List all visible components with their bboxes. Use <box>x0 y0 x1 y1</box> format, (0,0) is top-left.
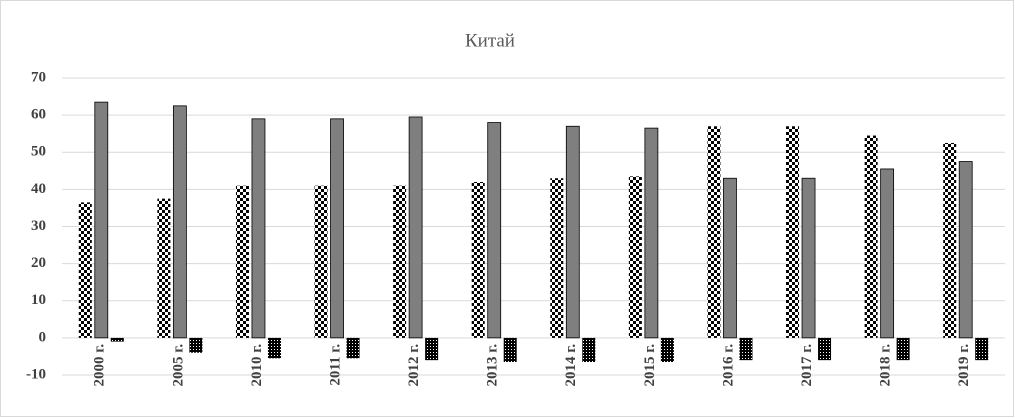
x-tick-label: 2019 г. <box>956 344 972 387</box>
y-tick-label: 60 <box>31 107 46 123</box>
bar <box>550 178 564 338</box>
bar <box>330 118 344 339</box>
chart-title: Китай <box>465 30 515 51</box>
bar <box>487 122 502 339</box>
bar <box>189 337 203 353</box>
bar <box>425 337 439 361</box>
bar <box>628 176 642 338</box>
bar <box>172 105 187 339</box>
bar <box>644 127 659 339</box>
bar <box>786 126 800 338</box>
bar <box>958 161 973 339</box>
bar <box>943 142 957 338</box>
bar <box>251 118 266 339</box>
bar <box>393 185 407 338</box>
bar <box>235 185 249 338</box>
y-tick-label: 20 <box>31 255 46 271</box>
bar <box>110 337 124 342</box>
bar <box>723 177 737 339</box>
x-tick-label: 2016 г. <box>720 344 736 387</box>
bar <box>565 125 580 339</box>
x-tick-label: 2013 г. <box>485 344 501 387</box>
bar <box>94 101 109 339</box>
bar <box>864 135 878 338</box>
y-tick-label: 10 <box>31 292 46 308</box>
bar <box>896 337 910 361</box>
bar <box>975 337 989 361</box>
y-tick-label: -10 <box>26 366 46 382</box>
y-tick-label: 40 <box>31 181 46 197</box>
x-tick-label: 2015 г. <box>642 344 658 387</box>
x-tick-label: 2011 г. <box>327 344 343 386</box>
bar <box>314 185 328 338</box>
y-tick-label: 50 <box>31 144 46 160</box>
bar <box>408 116 423 339</box>
bar <box>78 202 92 338</box>
x-tick-label: 2018 г. <box>878 344 894 387</box>
bar <box>818 337 832 361</box>
x-tick-label: 2012 г. <box>406 344 422 387</box>
x-tick-label: 2010 г. <box>249 344 265 387</box>
bar <box>503 337 517 363</box>
bar <box>471 181 485 338</box>
bar <box>739 337 753 361</box>
bar <box>582 337 596 363</box>
bar <box>707 126 721 338</box>
bar <box>267 337 281 359</box>
bar <box>157 198 171 338</box>
x-tick-label: 2014 г. <box>563 344 579 387</box>
y-tick-label: 30 <box>31 218 46 234</box>
x-tick-label: 2017 г. <box>799 344 815 387</box>
bar <box>801 177 816 339</box>
bar <box>346 337 360 359</box>
bar <box>660 337 674 363</box>
y-tick-label: 70 <box>31 69 46 85</box>
x-tick-label: 2000 г. <box>92 344 108 387</box>
bar <box>880 168 895 339</box>
x-tick-label: 2005 г. <box>170 344 186 387</box>
y-tick-label: 0 <box>39 329 47 345</box>
